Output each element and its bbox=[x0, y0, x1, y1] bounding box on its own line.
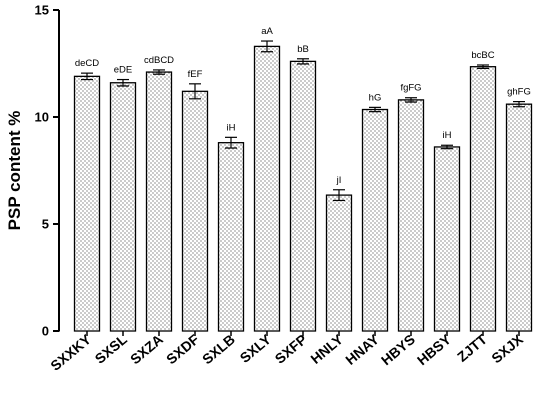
bar bbox=[397, 99, 425, 332]
bar-group: bcBC ZJTT bbox=[454, 50, 497, 365]
bar bbox=[145, 71, 173, 332]
bar bbox=[361, 108, 389, 332]
category-label: SXXKY bbox=[47, 331, 94, 374]
data-label: hG bbox=[369, 92, 382, 103]
bar-group: bB SXFP bbox=[272, 44, 317, 367]
category-label: SXJX bbox=[488, 331, 526, 367]
data-label: cdBCD bbox=[144, 55, 174, 66]
bar bbox=[253, 45, 281, 332]
data-label: jI bbox=[336, 175, 342, 186]
category-label: HBSY bbox=[414, 331, 455, 369]
category-label: SXZA bbox=[127, 331, 166, 367]
category-label: HBYS bbox=[378, 331, 418, 368]
data-label: eDE bbox=[114, 65, 132, 76]
bar bbox=[181, 90, 209, 332]
category-label: SXLY bbox=[237, 331, 275, 366]
bar-group: aA SXLY bbox=[237, 26, 281, 366]
data-label: fgFG bbox=[400, 83, 421, 94]
bar-group: iH HBSY bbox=[414, 130, 461, 369]
data-label: bB bbox=[297, 44, 309, 55]
bar bbox=[505, 103, 533, 332]
bar bbox=[73, 75, 101, 332]
category-label: SXSL bbox=[92, 331, 131, 367]
bar bbox=[469, 66, 497, 332]
y-tick-label: 10 bbox=[35, 110, 49, 125]
data-label: deCD bbox=[75, 58, 99, 69]
category-label: ZJTT bbox=[454, 331, 490, 365]
data-label: bcBC bbox=[471, 50, 494, 61]
category-label: SXFP bbox=[272, 331, 310, 367]
y-tick-label: 15 bbox=[35, 3, 49, 18]
bar bbox=[109, 82, 137, 332]
data-label: iH bbox=[443, 130, 452, 141]
category-label: SXLB bbox=[199, 331, 238, 367]
axes: 0 5 10 15 bbox=[35, 3, 60, 339]
bar-group: deCD SXXKY bbox=[47, 58, 101, 374]
category-label: SXDF bbox=[163, 331, 202, 368]
data-label: ghFG bbox=[507, 87, 531, 98]
bar bbox=[433, 146, 461, 332]
category-label: HNLY bbox=[307, 331, 346, 367]
data-label: aA bbox=[261, 26, 273, 37]
bar bbox=[217, 142, 245, 332]
category-label: HNAY bbox=[342, 331, 382, 368]
bars-group: deCDSXXKYeDESXSLcdBCDSXZAfEFSXDFiHSXLBaA… bbox=[47, 26, 533, 374]
data-label: iH bbox=[227, 122, 236, 133]
y-tick-label: 0 bbox=[42, 324, 49, 339]
bar bbox=[289, 60, 317, 332]
y-tick-label: 5 bbox=[42, 217, 49, 232]
y-axis-label: PSP content % bbox=[5, 111, 24, 231]
data-label: fEF bbox=[188, 69, 203, 80]
bar bbox=[325, 194, 353, 332]
